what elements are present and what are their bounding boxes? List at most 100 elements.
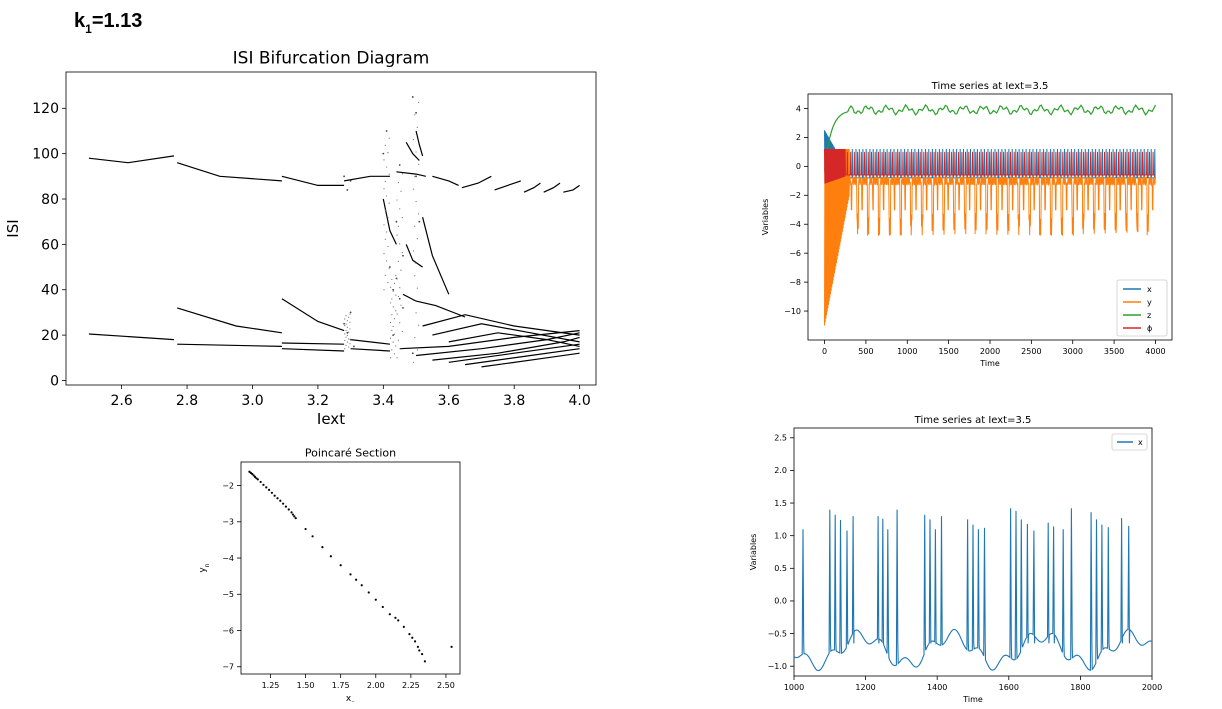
poincare-point xyxy=(256,478,259,481)
bifurcation-point xyxy=(414,114,416,116)
y-tick-label: −2 xyxy=(222,481,234,490)
bifurcation-point xyxy=(386,166,388,168)
heading-k: k xyxy=(74,10,86,32)
poincare-point xyxy=(251,472,254,476)
bifurcation-point xyxy=(384,144,386,147)
legend-label: ϕ xyxy=(1147,324,1152,333)
poincare-point xyxy=(416,645,419,648)
bifurcation-point xyxy=(383,289,385,291)
x-tick-label: 4.0 xyxy=(569,393,591,409)
bifurcation-point xyxy=(392,341,394,343)
bifurcation-point xyxy=(392,288,395,291)
y-tick-label: 0 xyxy=(796,162,801,171)
bifurcation-point xyxy=(344,339,346,342)
bifurcation-point xyxy=(396,313,398,315)
poincare-point xyxy=(290,511,293,514)
y-tick-label: −6 xyxy=(789,249,801,258)
bifurcation-point xyxy=(348,338,350,340)
x-tick-label: 3500 xyxy=(1104,347,1124,356)
x-tick-label: 0 xyxy=(822,347,827,356)
poincare-point xyxy=(252,474,255,477)
bifurcation-point xyxy=(415,111,417,114)
x-tick-label: 3.8 xyxy=(503,393,525,409)
bifurcation-point xyxy=(384,274,386,276)
bifurcation-branch xyxy=(461,175,492,189)
bifurcation-point xyxy=(400,190,402,192)
bifurcation-point xyxy=(348,331,350,333)
bifurcation-branch xyxy=(177,343,282,347)
bifurcation-branch xyxy=(416,332,580,357)
bifurcation-point xyxy=(416,238,418,240)
poincare-point xyxy=(420,652,424,656)
bifurcation-point xyxy=(388,137,390,139)
poincare-point xyxy=(279,499,282,502)
bifurcation-point xyxy=(346,341,348,343)
x-tick-label: 2500 xyxy=(1021,347,1041,356)
series-phi-line xyxy=(824,148,1156,184)
y-tick-label: 2.5 xyxy=(774,434,787,443)
poincare-point xyxy=(402,625,405,628)
x-tick-label: 4000 xyxy=(1145,347,1165,356)
bifurcation-point xyxy=(392,290,394,292)
bifurcation-point xyxy=(383,224,385,226)
y-tick-label: −0.5 xyxy=(768,629,787,638)
bifurcation-point xyxy=(398,297,401,300)
bifurcation-branch xyxy=(465,348,580,366)
bifurcation-point xyxy=(415,262,417,264)
y-tick-label: −8 xyxy=(789,278,801,287)
y-tick-label: 1.0 xyxy=(774,531,787,540)
bifurcation-point xyxy=(392,306,394,308)
bifurcation-point xyxy=(346,189,349,191)
bifurcation-point xyxy=(387,152,389,154)
bifurcation-branch xyxy=(494,180,521,191)
bifurcation-point xyxy=(344,348,346,350)
legend-box xyxy=(1116,279,1168,337)
bifurcation-branch xyxy=(543,182,561,193)
bifurcation-point xyxy=(389,286,392,288)
bifurcation-point xyxy=(389,357,392,359)
x-tick-label: 1000 xyxy=(897,347,917,356)
y-label-subscript: n xyxy=(204,563,211,567)
legend-label: z xyxy=(1147,311,1151,320)
bifurcation-point xyxy=(401,173,403,175)
x-tick-label: 1800 xyxy=(1070,683,1090,692)
y-tick-label: 0.5 xyxy=(774,564,787,573)
bifurcation-point xyxy=(346,320,348,322)
x-axis-label: Iext xyxy=(317,410,345,428)
x-axis-label: Time xyxy=(962,695,983,704)
bifurcation-point xyxy=(388,266,391,268)
bifurcation-point xyxy=(393,353,396,355)
bifurcation-point xyxy=(383,188,385,190)
bifurcation-point xyxy=(416,126,418,128)
bifurcation-point xyxy=(349,179,352,182)
bifurcation-point xyxy=(395,310,397,312)
bifurcation-point xyxy=(396,357,398,359)
poincare-point xyxy=(329,555,332,558)
y-tick-label: −2 xyxy=(789,191,801,200)
bifurcation-point xyxy=(343,175,345,178)
bifurcation-branch xyxy=(281,298,345,332)
bifurcation-point xyxy=(418,324,420,326)
bifurcation-point xyxy=(414,176,416,178)
bifurcation-branch xyxy=(432,336,580,361)
bifurcation-point xyxy=(393,318,396,320)
poincare-point xyxy=(355,578,358,581)
bifurcation-branch xyxy=(422,217,450,295)
x-tick-label: 500 xyxy=(858,347,873,356)
bifurcation-point xyxy=(416,287,418,289)
bifurcation-point xyxy=(346,326,348,328)
bifurcation-point xyxy=(400,269,402,271)
bifurcation-point xyxy=(414,275,416,277)
bifurcation-point xyxy=(415,312,417,314)
bifurcation-point xyxy=(397,260,399,262)
bifurcation-point xyxy=(384,180,386,183)
bifurcation-point xyxy=(395,274,397,277)
bifurcation-branch xyxy=(399,330,580,350)
bifurcation-point xyxy=(395,220,398,223)
y-tick-label: −4 xyxy=(789,220,801,229)
x-tick-label: 3.2 xyxy=(307,393,329,409)
y-tick-label: 0 xyxy=(50,373,59,389)
bifurcation-branch xyxy=(281,175,345,186)
x-tick-label: 3000 xyxy=(1063,347,1083,356)
bifurcation-branch xyxy=(281,348,345,352)
